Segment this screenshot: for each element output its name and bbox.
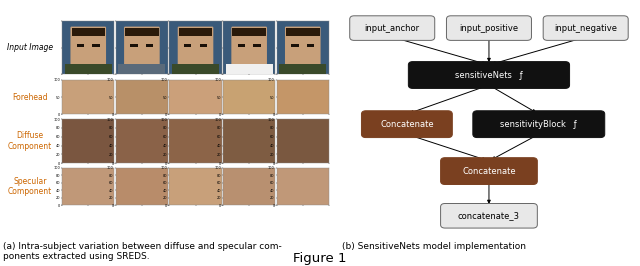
Bar <box>179 28 212 36</box>
FancyBboxPatch shape <box>70 27 106 71</box>
Bar <box>72 28 105 36</box>
Text: sensitiveNets   ƒ: sensitiveNets ƒ <box>455 70 523 80</box>
Bar <box>65 64 112 74</box>
Text: sensitivityBlock   ƒ: sensitivityBlock ƒ <box>500 120 577 129</box>
Bar <box>200 44 207 47</box>
Bar <box>131 44 138 47</box>
FancyBboxPatch shape <box>362 111 452 138</box>
Bar <box>279 64 326 74</box>
Bar <box>125 28 159 36</box>
FancyBboxPatch shape <box>231 27 267 71</box>
FancyBboxPatch shape <box>349 16 435 40</box>
FancyBboxPatch shape <box>473 111 605 138</box>
FancyBboxPatch shape <box>178 27 213 71</box>
Bar <box>286 28 319 36</box>
Text: Concatenate: Concatenate <box>462 167 516 176</box>
Bar <box>172 64 219 74</box>
Bar <box>146 44 154 47</box>
Text: Specular
Component: Specular Component <box>8 177 52 196</box>
Text: concatenate_3: concatenate_3 <box>458 211 520 220</box>
Text: Concatenate: Concatenate <box>380 120 434 129</box>
Text: (a) Intra-subject variation between diffuse and specular com-
ponents extracted : (a) Intra-subject variation between diff… <box>3 242 282 261</box>
Text: input_negative: input_negative <box>554 24 617 33</box>
Text: Diffuse
Component: Diffuse Component <box>8 131 52 151</box>
Bar <box>184 44 191 47</box>
Text: input_anchor: input_anchor <box>365 24 420 33</box>
Bar <box>253 44 260 47</box>
FancyBboxPatch shape <box>440 203 538 228</box>
Bar <box>237 44 245 47</box>
FancyBboxPatch shape <box>447 16 531 40</box>
Text: Forehead: Forehead <box>12 93 48 102</box>
FancyBboxPatch shape <box>440 158 538 185</box>
Text: input_positive: input_positive <box>460 24 518 33</box>
Bar <box>118 64 166 74</box>
Bar <box>92 44 100 47</box>
FancyBboxPatch shape <box>408 62 570 88</box>
Bar <box>225 64 273 74</box>
Bar <box>232 28 266 36</box>
FancyBboxPatch shape <box>543 16 628 40</box>
FancyBboxPatch shape <box>285 27 321 71</box>
Text: Input Image: Input Image <box>7 43 53 52</box>
FancyBboxPatch shape <box>124 27 160 71</box>
Text: Figure 1: Figure 1 <box>293 252 347 265</box>
Bar <box>77 44 84 47</box>
Bar <box>307 44 314 47</box>
Text: (b) SensitiveNets model implementation: (b) SensitiveNets model implementation <box>342 242 527 251</box>
Bar <box>291 44 299 47</box>
